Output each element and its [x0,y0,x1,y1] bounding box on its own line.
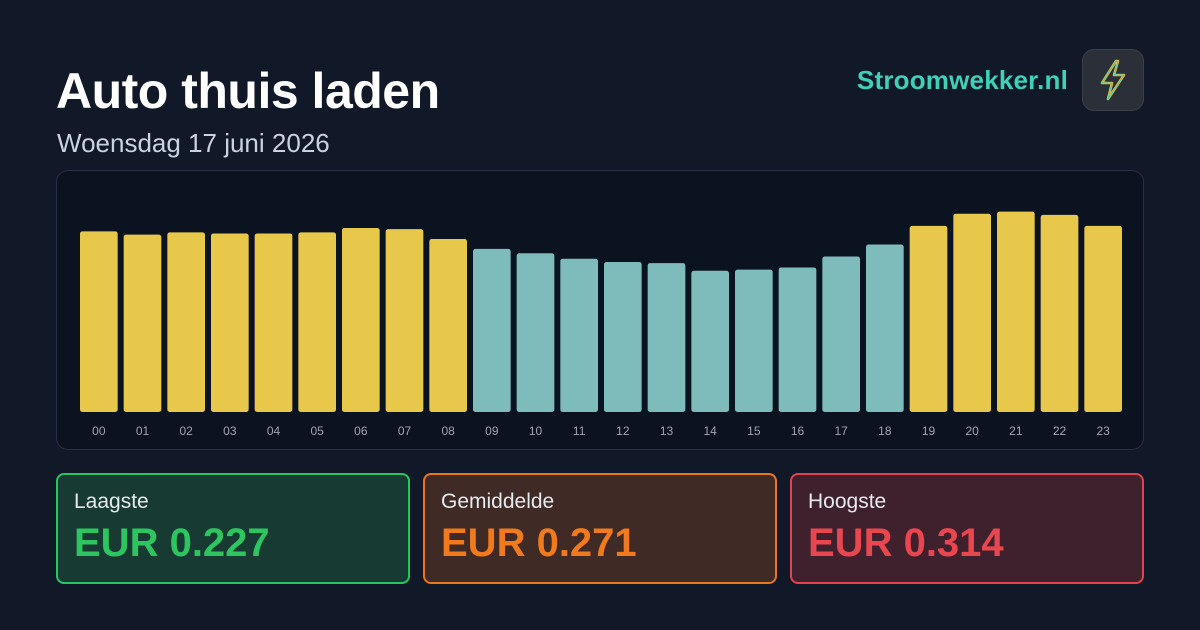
bar-hour-23 [1084,225,1122,412]
stat-low-label: Laagste [74,490,149,513]
lightning-bolt-icon [1100,59,1126,101]
bar-hour-05 [298,232,336,412]
x-tick-label: 10 [529,424,543,438]
stat-card-low: Laagste EUR 0.227 [56,473,410,584]
bar-hour-00 [80,231,118,412]
x-tick-label: 07 [398,424,412,438]
bar-hour-11 [560,258,598,412]
brand[interactable]: Stroomwekker.nl [857,48,1144,112]
stats-cards: Laagste EUR 0.227 Gemiddelde EUR 0.271 H… [56,473,1144,584]
x-tick-label: 21 [1009,424,1023,438]
bar-hour-08 [429,238,467,412]
stat-high-label: Hoogste [808,490,887,513]
x-tick-label: 02 [179,424,193,438]
stat-high-value: EUR 0.314 [808,521,1004,565]
bar-hour-18 [866,244,904,412]
x-tick-label: 08 [441,424,455,438]
bar-hour-13 [647,263,686,412]
x-tick-label: 16 [791,424,805,438]
x-tick-label: 19 [922,424,936,438]
x-tick-label: 12 [616,424,630,438]
page-date: Woensdag 17 juni 2026 [57,128,330,158]
x-tick-label: 15 [747,424,761,438]
brand-logo[interactable] [1082,49,1144,111]
bar-hour-17 [822,256,860,412]
price-chart: 00 01 02 03 04 05 06 07 08 09 10 11 12 13 14 15 16 17 18 19… [56,170,1144,450]
bar-hour-03 [211,233,249,412]
x-tick-label: 00 [92,424,106,438]
x-tick-label: 18 [878,424,892,438]
x-tick-label: 14 [703,424,717,438]
bar-hour-20 [953,213,991,412]
bar-hour-04 [254,233,293,412]
x-tick-label: 09 [485,424,499,438]
bar-hour-02 [167,232,205,412]
price-chart-svg: 00 01 02 03 04 05 06 07 08 09 10 11 12 13 14 15 16 17 18 19… [80,211,1122,438]
bar-hour-01 [123,234,162,412]
stat-low-value: EUR 0.227 [74,521,270,565]
x-tick-label: 04 [267,424,281,438]
bar-hour-21 [997,211,1035,412]
bar-hour-14 [691,270,729,412]
stat-average-value: EUR 0.271 [441,521,637,565]
bar-hour-07 [385,229,424,412]
page-title: Auto thuis laden [56,63,440,119]
x-tick-label: 23 [1096,424,1110,438]
x-tick-label: 03 [223,424,237,438]
bar-hour-06 [342,228,380,412]
bar-hour-19 [909,225,948,412]
stat-card-high: Hoogste EUR 0.314 [790,473,1144,584]
x-tick-label: 05 [310,424,324,438]
brand-name[interactable]: Stroomwekker.nl [856,64,1068,95]
x-tick-label: 06 [354,424,368,438]
x-tick-label: 11 [573,424,586,438]
bar-hour-12 [604,261,642,412]
x-tick-label: 17 [834,424,848,438]
x-tick-label: 01 [136,424,150,438]
x-tick-label: 13 [660,424,674,438]
bar-hour-22 [1040,214,1079,412]
stat-average-label: Gemiddelde [441,490,555,513]
bar-hour-10 [516,253,555,412]
stat-card-average: Gemiddelde EUR 0.271 [423,473,777,584]
x-tick-label: 22 [1053,424,1067,438]
bar-hour-16 [778,267,817,412]
bar-hour-09 [473,248,511,412]
x-tick-label: 20 [965,424,979,438]
bar-hour-15 [735,269,773,412]
